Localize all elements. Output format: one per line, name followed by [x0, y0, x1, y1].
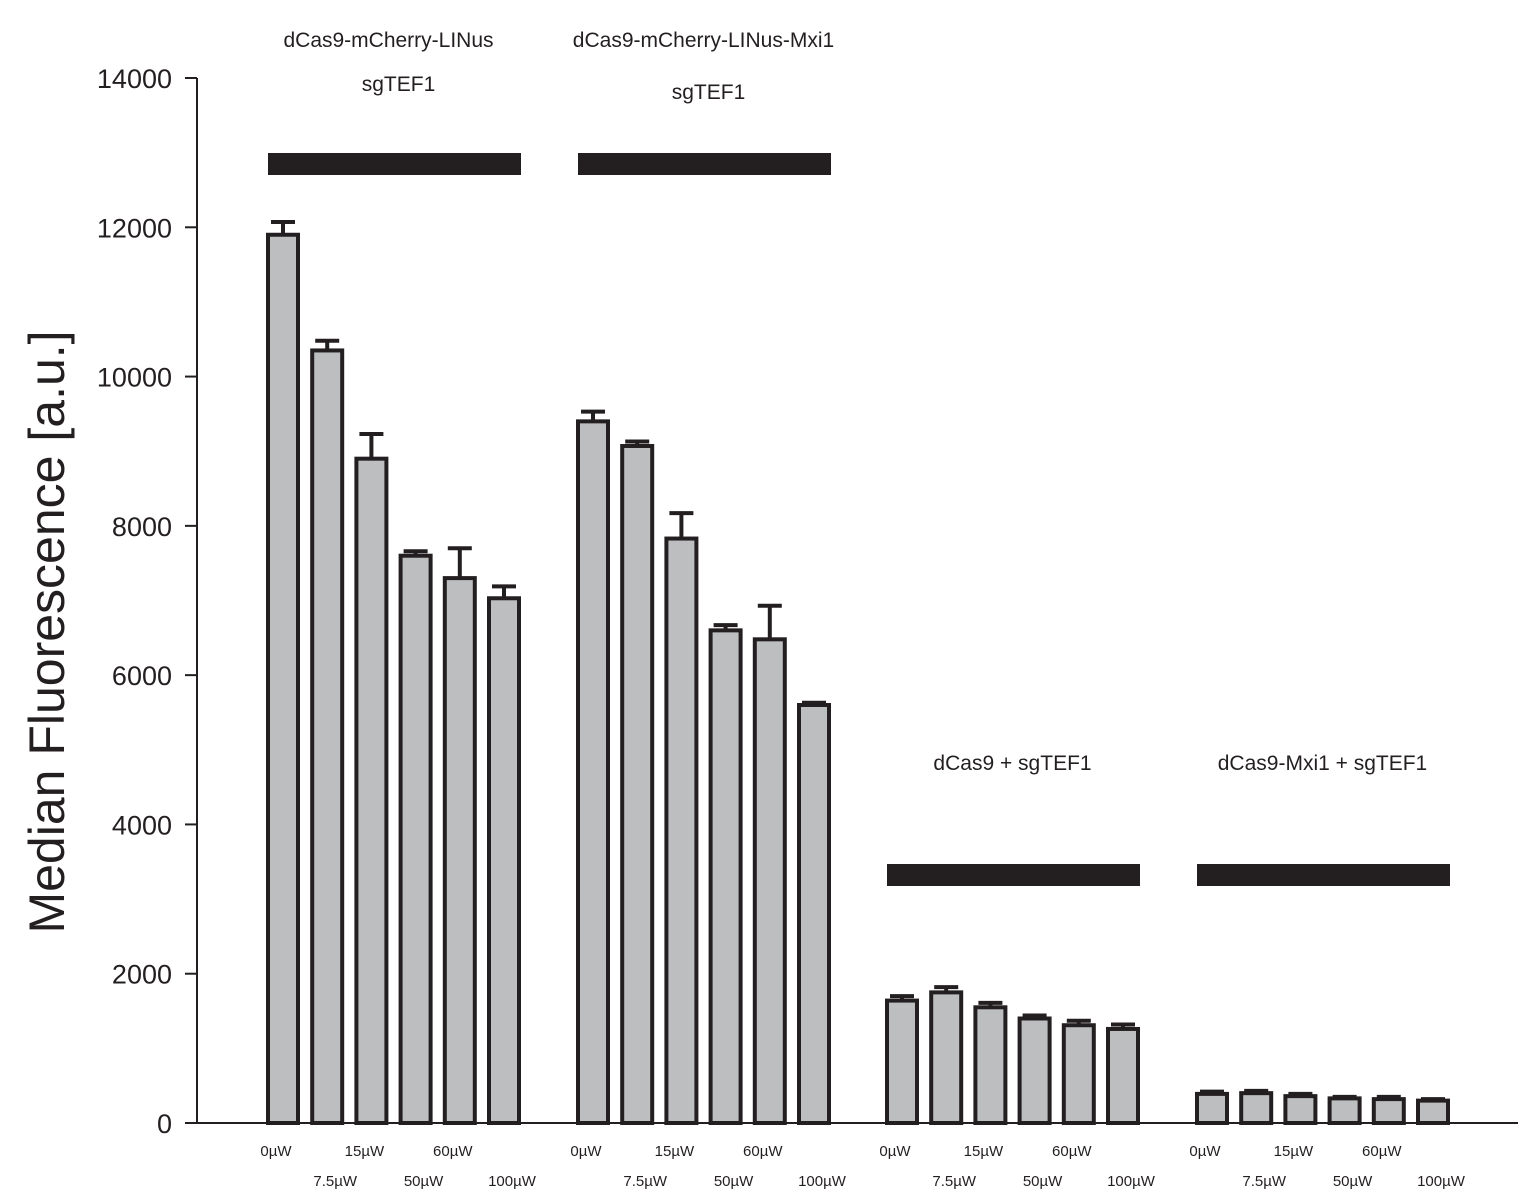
bar	[797, 703, 831, 1125]
x-tick-label: 100µW	[1417, 1173, 1466, 1190]
x-tick-label: 15µW	[964, 1143, 1004, 1160]
bar	[1017, 1016, 1052, 1125]
group-sublabel: sgTEF1	[362, 73, 436, 96]
bar-group-2: dCas9-mCherry-LINus-Mxi1 sgTEF1 0µW 7.5µW 15…	[570, 29, 846, 1190]
x-tick-label: 100µW	[798, 1173, 847, 1190]
x-tick-label: 50µW	[714, 1173, 754, 1190]
bar	[708, 628, 743, 1125]
bar-groups: dCas9-mCherry-LINus sgTEF1 0µW 7.5µW 15µW 50µ…	[260, 29, 1465, 1190]
x-tick-label: 60µW	[433, 1143, 473, 1160]
bar	[576, 419, 610, 1126]
y-tick-label: 12000	[97, 213, 172, 243]
group-label: dCas9-Mxi1 + sgTEF1	[1218, 752, 1428, 775]
bar	[487, 596, 521, 1125]
bar	[1283, 1094, 1318, 1125]
group-indicator-bar	[887, 864, 1140, 886]
x-tick-label: 7.5µW	[313, 1173, 357, 1190]
y-tick-label: 6000	[112, 661, 172, 691]
bar-group-3: dCas9 + sgTEF1 0µW 7.5µW 15µW 50µW 60µW 100µW	[879, 752, 1155, 1190]
x-tick-label: 60µW	[743, 1143, 783, 1160]
x-tick-label: 100µW	[488, 1173, 537, 1190]
bar	[929, 990, 964, 1125]
y-tick-label: 2000	[112, 960, 172, 990]
x-tick-label: 50µW	[1333, 1173, 1373, 1190]
x-tick-label: 50µW	[404, 1173, 444, 1190]
axes: 0 2000 4000 6000 8000 10000 12000 14000	[97, 64, 1518, 1139]
y-tick-label: 10000	[97, 363, 172, 393]
bar	[442, 576, 477, 1125]
x-tick-label: 60µW	[1362, 1143, 1402, 1160]
group-label: dCas9 + sgTEF1	[933, 752, 1091, 775]
bar	[664, 536, 699, 1125]
bar	[398, 553, 433, 1125]
bar	[266, 232, 300, 1125]
y-tick-label: 14000	[97, 64, 172, 94]
x-tick-label: 0µW	[1189, 1143, 1221, 1160]
bar	[1106, 1026, 1140, 1125]
bar	[1195, 1091, 1229, 1125]
y-axis-label: Median Fluorescence [a.u.]	[19, 330, 75, 933]
x-tick-label: 0µW	[879, 1143, 911, 1160]
bar	[310, 348, 345, 1126]
group-indicator-bar	[1197, 864, 1450, 886]
group-label: dCas9-mCherry-LINus	[283, 29, 493, 52]
group-indicator-bar	[578, 153, 831, 175]
x-tick-label: 100µW	[1107, 1173, 1156, 1190]
bar	[1061, 1023, 1096, 1126]
y-tick-label: 4000	[112, 810, 172, 840]
bar	[354, 456, 389, 1125]
bar	[1371, 1097, 1406, 1125]
x-tick-label: 7.5µW	[623, 1173, 667, 1190]
bar	[620, 443, 655, 1126]
x-tick-label: 0µW	[260, 1143, 292, 1160]
x-tick-label: 50µW	[1023, 1173, 1063, 1190]
x-tick-label: 60µW	[1052, 1143, 1092, 1160]
x-tick-label: 15µW	[1274, 1143, 1314, 1160]
bar	[1327, 1096, 1362, 1125]
y-tick-label: 0	[157, 1109, 172, 1139]
x-tick-label: 7.5µW	[1242, 1173, 1286, 1190]
bar	[885, 998, 919, 1125]
group-label: dCas9-mCherry-LINus-Mxi1	[573, 29, 834, 52]
bar	[1416, 1098, 1450, 1126]
bar-group-1: dCas9-mCherry-LINus sgTEF1 0µW 7.5µW 15µW 50µ…	[260, 29, 536, 1190]
bar	[1239, 1091, 1274, 1125]
bar-group-4: dCas9-Mxi1 + sgTEF1 0µW 7.5µW 15µW 50µW 60µW 1…	[1189, 752, 1465, 1190]
group-indicator-bar	[268, 153, 521, 175]
bar	[752, 637, 787, 1125]
y-tick-label: 8000	[112, 512, 172, 542]
x-tick-label: 15µW	[345, 1143, 385, 1160]
x-tick-label: 15µW	[655, 1143, 695, 1160]
x-tick-label: 0µW	[570, 1143, 602, 1160]
bar	[973, 1005, 1008, 1126]
group-sublabel: sgTEF1	[672, 81, 746, 104]
y-ticks: 0 2000 4000 6000 8000 10000 12000 14000	[97, 64, 197, 1139]
x-tick-label: 7.5µW	[932, 1173, 976, 1190]
